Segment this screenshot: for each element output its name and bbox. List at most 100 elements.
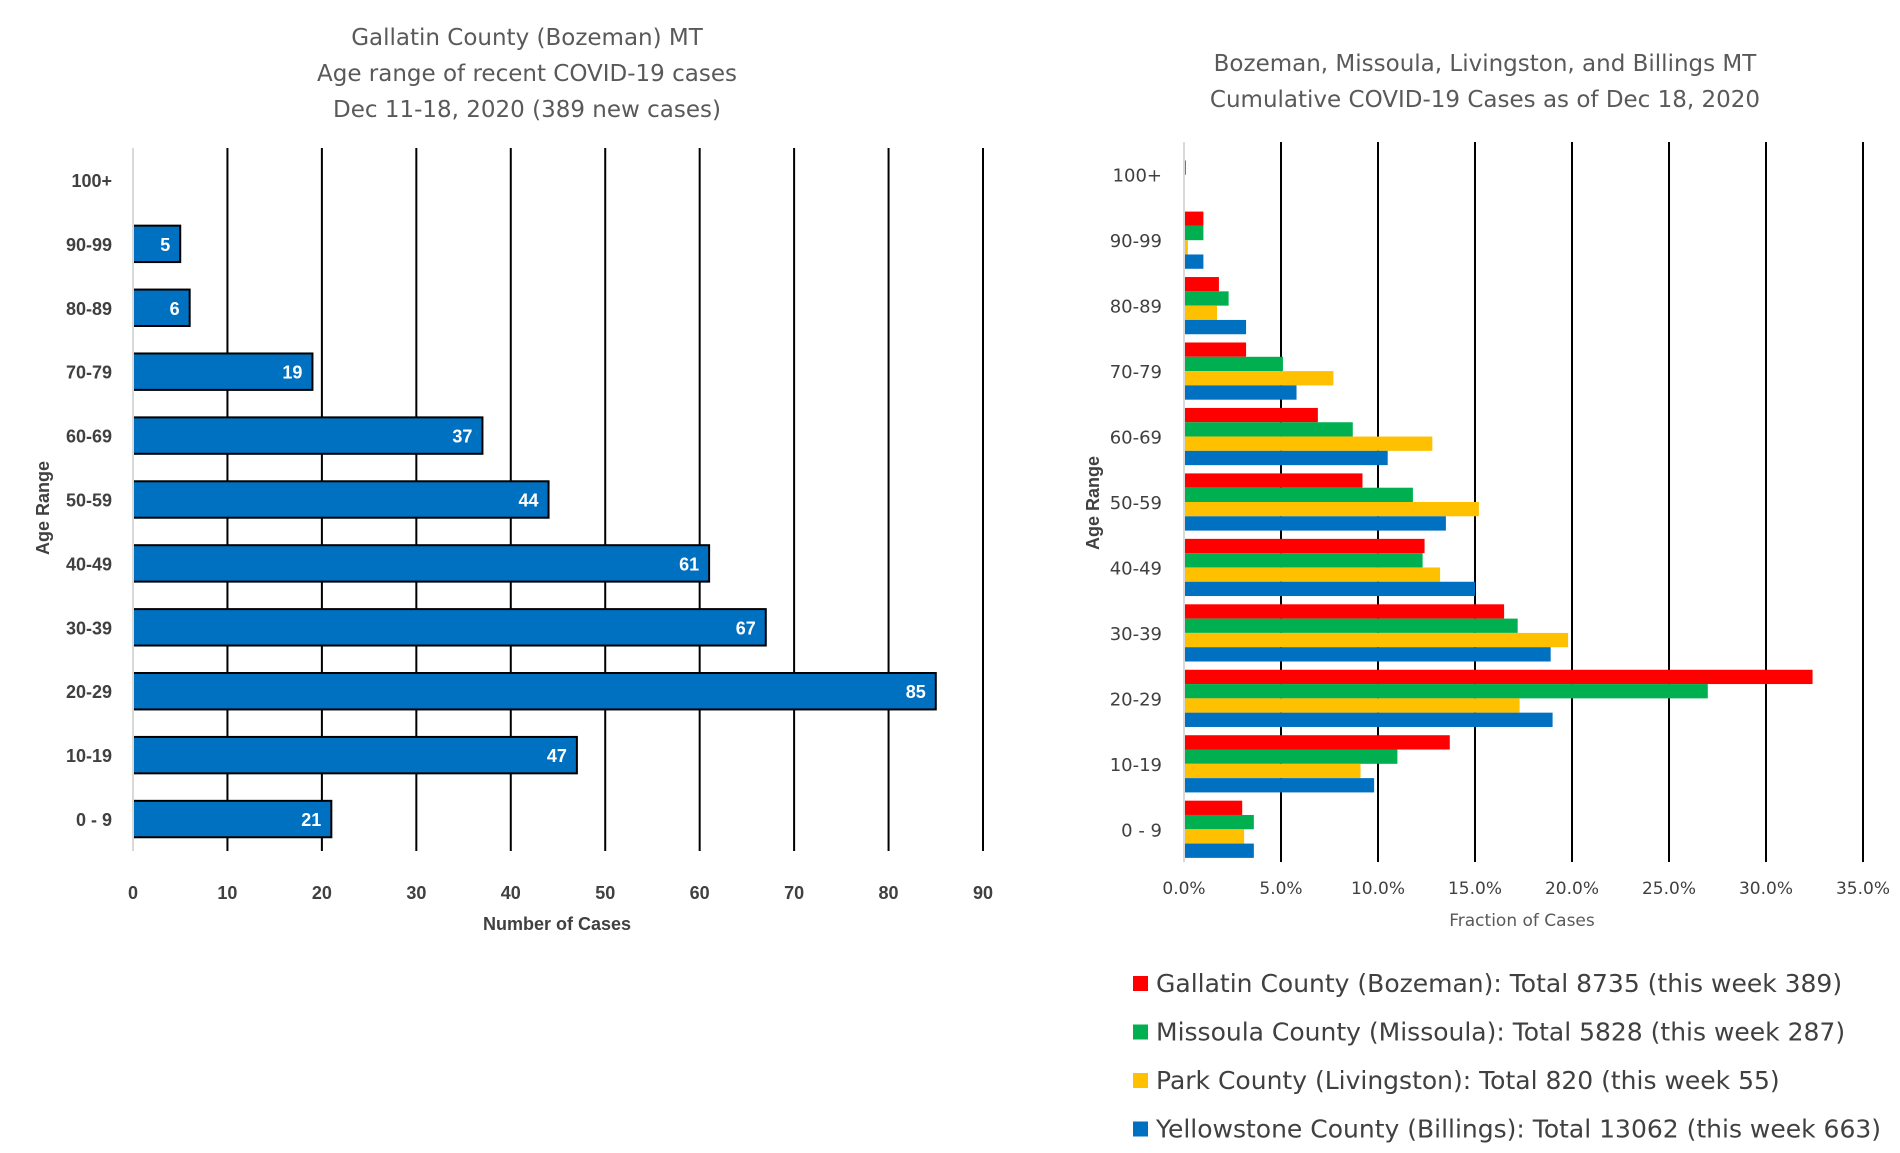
left-chart-tick-label: 30 xyxy=(406,883,426,903)
left-chart-bar xyxy=(132,799,333,839)
right-chart-bar xyxy=(1184,516,1446,531)
right-chart-bar xyxy=(1184,749,1398,764)
right-chart-legend-label: Yellowstone County (Billings): Total 130… xyxy=(1155,1115,1881,1144)
right-chart-category-labels: 0 - 9 10-19 20-29 30-39 40-49 50-59 60-69 70-79… xyxy=(1110,166,1162,842)
left-chart-tick-label: 60 xyxy=(690,883,710,903)
right-chart-legend-swatch xyxy=(1133,1073,1148,1088)
right-chart-tick-label: 10.0% xyxy=(1351,879,1405,899)
right-chart-tick-labels: 0.0% 5.0% 10.0% 15.0% 20.0% 25.0% 30.0% 35.0% xyxy=(1162,879,1890,899)
right-chart-tick-label: 15.0% xyxy=(1448,879,1502,899)
right-chart-category-label: 90-99 xyxy=(1110,231,1162,252)
right-chart-bar xyxy=(1184,319,1247,335)
left-chart-tick-label: 10 xyxy=(217,883,237,903)
left-chart-category-label: 100+ xyxy=(71,171,112,191)
left-chart-data-label: 6 xyxy=(170,299,180,319)
left-chart-tick-label: 50 xyxy=(595,883,615,903)
right-chart-category-label: 20-29 xyxy=(1110,689,1162,710)
right-chart-bar xyxy=(1184,342,1247,357)
left-chart-data-label: 37 xyxy=(452,427,472,447)
left-chart-category-label: 30-39 xyxy=(66,618,112,638)
right-chart-title-line: Cumulative COVID-19 Cases as of Dec 18, … xyxy=(1210,87,1760,113)
right-chart-category-label: 60-69 xyxy=(1110,428,1162,449)
right-chart-bar xyxy=(1184,225,1204,241)
left-chart-bar xyxy=(132,735,578,775)
left-chart-data-label: 61 xyxy=(679,554,699,574)
left-chart-tick-labels: 0 10 20 30 40 50 60 70 80 90 xyxy=(128,883,993,903)
right-chart-category-label: 30-39 xyxy=(1110,624,1162,645)
right-chart-bar xyxy=(1184,291,1229,306)
right-chart-bar xyxy=(1184,712,1553,727)
right-chart-bar xyxy=(1184,669,1813,685)
left-chart-data-label: 5 xyxy=(160,235,170,255)
left-chart-title-line: Gallatin County (Bozeman) MT xyxy=(351,25,704,51)
right-chart-bar xyxy=(1184,567,1441,582)
right-chart-bar xyxy=(1184,356,1283,372)
right-chart-tick-label: 30.0% xyxy=(1739,879,1793,899)
right-chart-bar xyxy=(1184,778,1375,793)
right-chart-title-line: Bozeman, Missoula, Livingston, and Billi… xyxy=(1214,51,1758,77)
right-chart-bar xyxy=(1184,436,1433,451)
right-chart-legend-label: Missoula County (Missoula): Total 5828 (… xyxy=(1156,1018,1845,1047)
right-chart-bar xyxy=(1184,211,1204,226)
right-chart-bar xyxy=(1184,698,1520,713)
right-chart-tick-label: 20.0% xyxy=(1545,879,1599,899)
left-chart-bar xyxy=(132,544,711,583)
right-chart-bar xyxy=(1184,487,1413,502)
left-chart-data-label: 67 xyxy=(736,618,756,638)
right-chart-tick-label: 5.0% xyxy=(1259,879,1302,899)
left-chart-data-label: 85 xyxy=(906,682,926,702)
right-chart-bar xyxy=(1184,647,1551,662)
left-chart-bar xyxy=(132,672,937,711)
left-chart-title-line: Age range of recent COVID-19 cases xyxy=(317,61,737,87)
right-chart-category-label: 50-59 xyxy=(1110,493,1162,514)
right-chart-category-label: 0 - 9 xyxy=(1121,820,1162,841)
left-chart-category-label: 0 - 9 xyxy=(76,810,112,830)
right-chart-category-label: 70-79 xyxy=(1110,362,1162,383)
left-chart-category-labels: 0 - 9 10-19 20-29 30-39 40-49 50-59 60-69 70-79… xyxy=(66,171,112,830)
right-chart-bar xyxy=(1184,632,1569,648)
left-chart-category-label: 80-89 xyxy=(66,299,112,319)
left-chart-bar xyxy=(132,224,182,264)
right-chart-bar xyxy=(1184,684,1708,699)
left-chart-tick-label: 0 xyxy=(128,883,138,903)
right-chart-bar xyxy=(1184,385,1297,400)
right-chart-legend-swatch xyxy=(1133,976,1148,991)
left-chart-bar xyxy=(132,480,550,519)
right-chart-title: Bozeman, Missoula, Livingston, and Billi… xyxy=(1210,51,1760,113)
right-chart-legend-swatch xyxy=(1133,1121,1148,1137)
right-chart-bar xyxy=(1184,240,1188,255)
right-chart-bar xyxy=(1184,581,1475,597)
right-chart-category-label: 10-19 xyxy=(1110,755,1162,776)
left-chart-data-label: 21 xyxy=(301,810,321,830)
right-chart-category-label: 80-89 xyxy=(1110,297,1162,318)
left-chart-tick-label: 80 xyxy=(879,883,899,903)
right-chart-bar xyxy=(1184,422,1353,437)
right-chart-bar xyxy=(1184,502,1479,517)
right-chart-tick-label: 25.0% xyxy=(1642,879,1696,899)
right-chart-bar xyxy=(1184,814,1254,830)
right-chart-legend-label: Park County (Livingston): Total 820 (thi… xyxy=(1156,1066,1780,1095)
left-chart-tick-label: 70 xyxy=(784,883,804,903)
left-chart-title: Gallatin County (Bozeman) MT Age range of… xyxy=(317,25,737,123)
left-chart-x-axis-title: Number of Cases xyxy=(483,914,631,934)
right-chart-bar xyxy=(1184,254,1204,269)
right-chart-bar xyxy=(1184,553,1423,568)
right-chart-bar xyxy=(1184,829,1245,844)
left-chart-category-label: 50-59 xyxy=(66,491,112,511)
left-chart-tick-label: 20 xyxy=(312,883,332,903)
left-chart-gridlines xyxy=(226,148,984,851)
right-chart-bar xyxy=(1184,735,1450,750)
left-chart-y-axis-title: Age Range xyxy=(33,461,53,555)
left-chart-category-label: 20-29 xyxy=(66,682,112,702)
left-chart-tick-label: 90 xyxy=(973,883,993,903)
right-chart-bar xyxy=(1184,407,1318,423)
right-chart-legend: Gallatin County (Bozeman): Total 8735 (t… xyxy=(1133,969,1881,1144)
right-chart-legend-label: Gallatin County (Bozeman): Total 8735 (t… xyxy=(1156,969,1842,998)
right-chart-bars xyxy=(1184,160,1813,858)
left-chart-bar xyxy=(132,288,191,327)
right-chart-bar xyxy=(1184,604,1505,619)
left-chart-category-label: 90-99 xyxy=(66,235,112,255)
right-chart-bar xyxy=(1184,843,1254,858)
left-chart-bar xyxy=(132,416,484,455)
